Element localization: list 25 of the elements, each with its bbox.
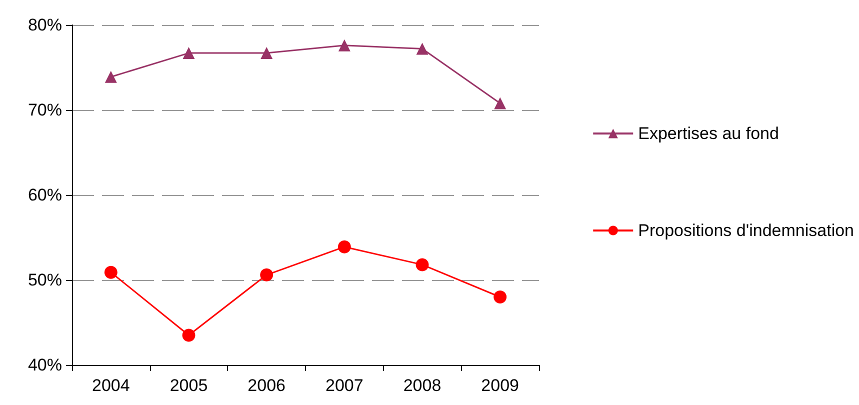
x-tick-label: 2008: [403, 376, 442, 395]
x-tick-label: 2007: [326, 376, 364, 395]
point: [104, 266, 118, 279]
x-tick-label: 2009: [481, 376, 519, 395]
y-tick-label: 40%: [28, 356, 62, 374]
point: [416, 258, 429, 272]
y-tick-label: 50%: [28, 270, 62, 290]
y-tick-label: 60%: [28, 186, 62, 204]
point: [494, 97, 506, 110]
legend-label: Expertises au fond: [638, 124, 779, 143]
point: [338, 39, 350, 52]
y-tick-label: 80%: [28, 16, 62, 34]
x-tick-label: 2004: [92, 376, 130, 395]
x-tick-label: 2006: [248, 376, 286, 395]
point: [416, 42, 428, 55]
point: [260, 268, 274, 282]
legend-label: Propositions d'indemnisation: [638, 221, 854, 240]
point: [494, 290, 507, 304]
x-tick-label: 2005: [170, 376, 208, 395]
point: [338, 240, 351, 254]
y-tick-label: 70%: [28, 100, 62, 120]
point: [182, 328, 196, 342]
point: [182, 47, 195, 60]
point: [104, 70, 117, 83]
point: [260, 47, 273, 60]
